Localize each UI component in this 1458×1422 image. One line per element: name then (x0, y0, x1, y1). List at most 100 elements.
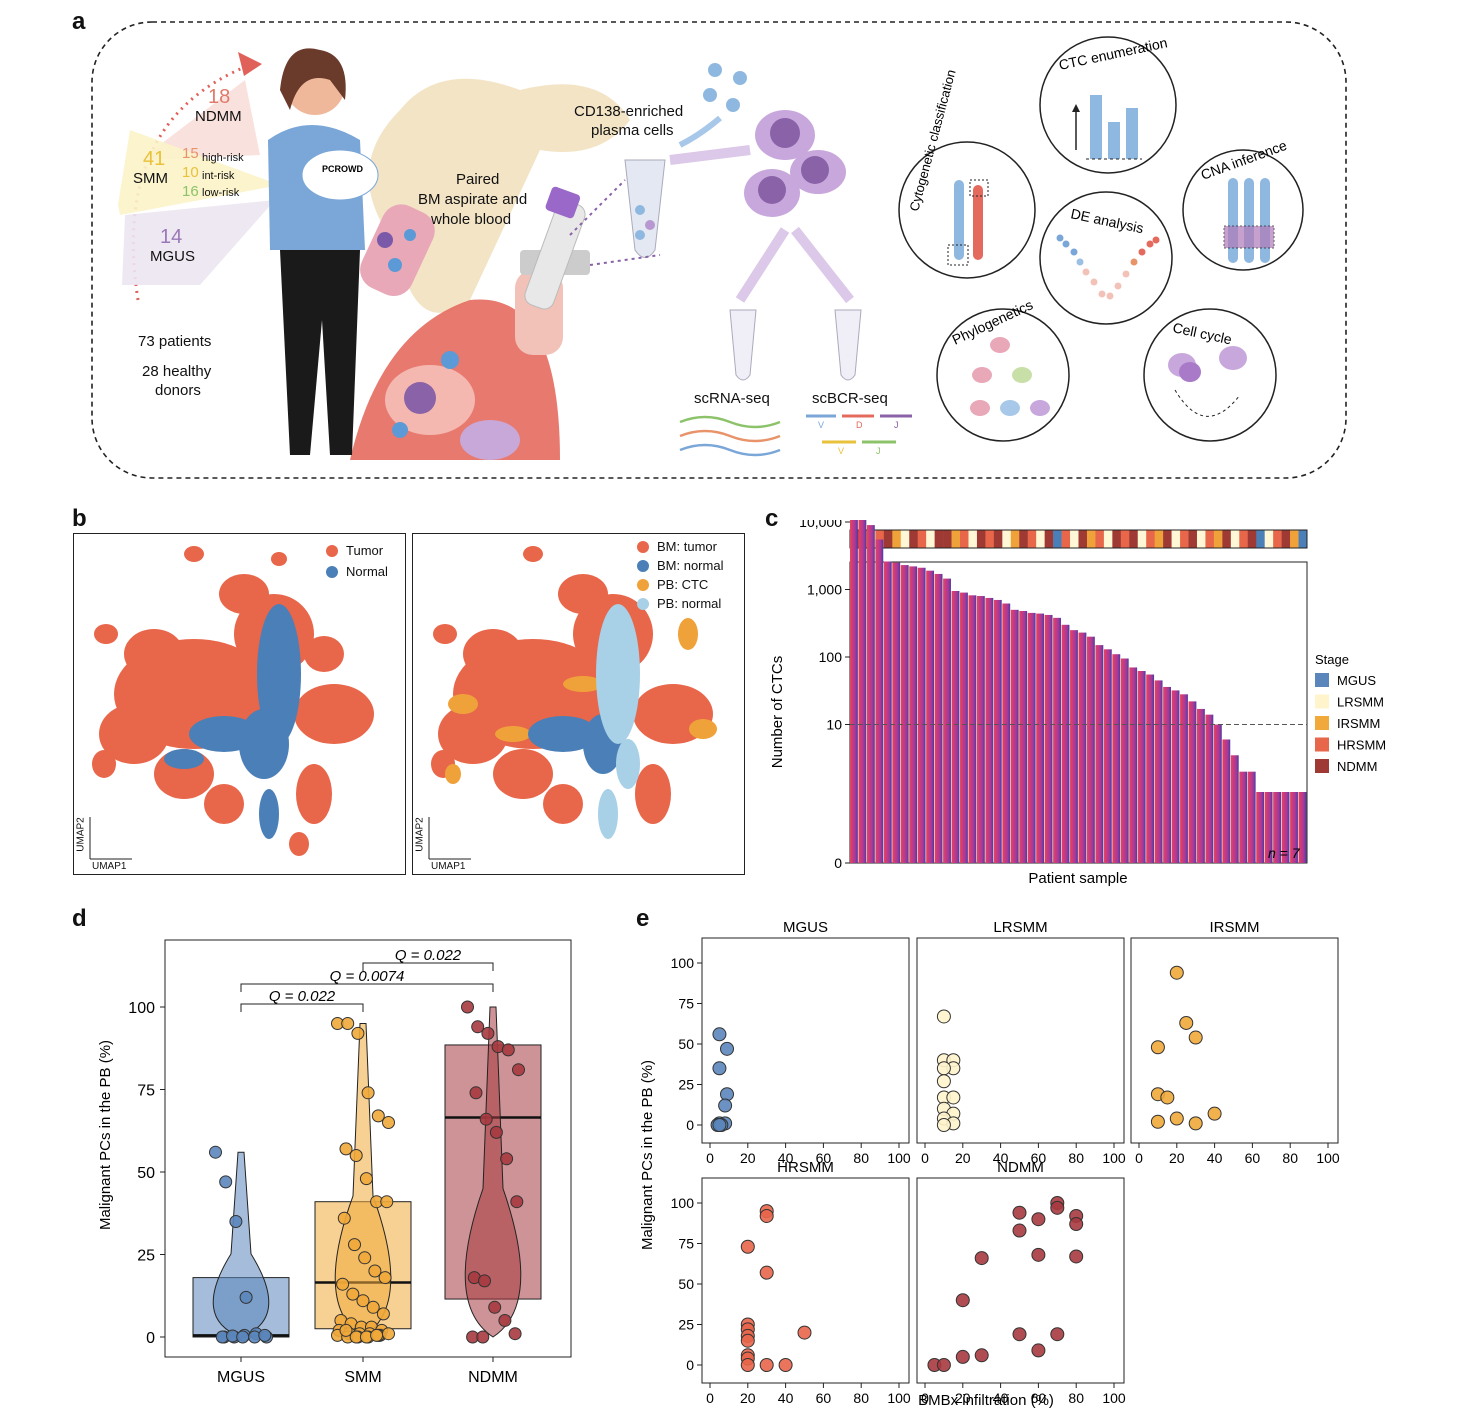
ctc-bar (1154, 680, 1163, 863)
d-point (376, 1307, 390, 1321)
e-x-tick-label: 20 (1169, 1150, 1185, 1166)
mgus-wedge (122, 200, 275, 285)
tube-2-cap (545, 186, 581, 219)
low-risk-count: 16 (182, 183, 199, 200)
e-x-tick-label: 0 (706, 1150, 714, 1166)
stage-bar-cell (951, 530, 961, 548)
cyto-box-1 (947, 244, 969, 266)
d-point (508, 1327, 522, 1341)
e-point (974, 1348, 989, 1363)
stage-bar-cell (1163, 530, 1172, 548)
stage-bar-cell (934, 530, 944, 548)
panel-a-border (91, 21, 1347, 479)
wave-green (679, 415, 781, 429)
e-point (718, 1098, 733, 1113)
stage-bar-cell (875, 530, 885, 548)
e-point (740, 1333, 755, 1348)
ctc-bar (1044, 614, 1053, 863)
d-point (501, 1043, 515, 1057)
e-x-tick-label: 0 (921, 1390, 929, 1406)
e-x-tick-label: 40 (993, 1150, 1009, 1166)
e-x-tick-label: 100 (1316, 1150, 1340, 1166)
vessel-cell-nucleus (404, 382, 436, 414)
umap1-label-right: UMAP1 (431, 861, 466, 872)
stage-bar-cell (892, 530, 902, 548)
ctc-bar (1247, 771, 1256, 863)
d-comparison-bracket (240, 983, 494, 992)
ctc-axis-arrow-icon (1072, 104, 1080, 112)
d-point (336, 1277, 350, 1291)
phylo-leaf-2 (1000, 400, 1020, 416)
ctc-bar (1171, 690, 1180, 863)
e-x-tick-label: 0 (1135, 1150, 1143, 1166)
d-point (500, 1152, 514, 1166)
stage-bar-cell (1171, 530, 1181, 548)
ctc-bar (850, 520, 858, 863)
d-point (498, 1314, 512, 1327)
d-point (341, 1017, 355, 1030)
wave-orange (679, 429, 781, 443)
e-point (1069, 1217, 1084, 1232)
e-point (740, 1239, 755, 1254)
ctc-bar (1002, 603, 1011, 863)
ctc-y-tick-label: 0 (834, 855, 842, 871)
stage-bar-cell (993, 530, 1003, 548)
e-x-tick-label: 80 (1068, 1150, 1084, 1166)
ctc-bar (909, 566, 918, 863)
e-point (1069, 1249, 1084, 1264)
e-point (1012, 1327, 1027, 1342)
d-point (366, 1300, 380, 1314)
ctc-enumeration-circle (1039, 36, 1177, 174)
d-comparison-label: Q = 0.0074 (330, 968, 405, 985)
stage-bar-cell (968, 530, 978, 548)
e-point (974, 1251, 989, 1266)
stage-bar-cell (1019, 530, 1029, 548)
low-risk-label: low-risk (202, 187, 240, 199)
d-point (209, 1145, 222, 1159)
d-point (488, 1300, 502, 1314)
e-point (936, 1061, 951, 1076)
de-analysis-circle (1039, 191, 1173, 325)
d-point (378, 1271, 392, 1285)
cell-cycle-circle (1143, 308, 1277, 442)
ndmm-count: 18 (208, 86, 231, 108)
stage-legend-swatch (1315, 694, 1329, 709)
paired-line3: whole blood (431, 211, 512, 228)
d-category-labels: MGUS SMM NDMM (217, 1357, 518, 1386)
person-hair (280, 48, 346, 110)
ctc-bar (1256, 792, 1265, 863)
d-point (339, 1142, 353, 1156)
ctc-bar (875, 539, 884, 863)
stage-legend-swatch (1315, 673, 1329, 687)
patients-count: 73 patients (138, 333, 212, 350)
e-x-tick-label: 100 (1102, 1390, 1126, 1406)
legend-label-bm-tumor: BM: tumor (657, 539, 717, 554)
legend-marker-tumor (326, 545, 338, 557)
cytogenetic-circle (898, 141, 1036, 279)
stage-bar-cell (985, 530, 995, 548)
e-point (1031, 1247, 1046, 1262)
stage-bar-cell (960, 530, 969, 548)
stage-bar-cell (1070, 530, 1079, 548)
person-legs (280, 250, 360, 455)
umap-right-frame: BM: tumor BM: normal PB: CTC PB: normal … (412, 533, 745, 875)
e-x-tick-label: 80 (1068, 1390, 1084, 1406)
e-facet-title: IRSMM (1210, 919, 1260, 936)
high-risk-label: high-risk (202, 152, 244, 164)
e-facet-title: MGUS (783, 919, 828, 936)
ctc-bar (1222, 739, 1231, 863)
stage-bar-cell (1281, 530, 1291, 548)
d-y-tick-label: 100 (128, 1000, 155, 1017)
arrow-split-right (791, 226, 854, 304)
ndmm-wedge (140, 80, 260, 160)
ctc-bar (926, 570, 935, 863)
plasma-cell-2-nucleus (801, 156, 829, 184)
e-y-tick-label: 75 (678, 996, 694, 1012)
stage-bar-cell (1095, 530, 1105, 548)
stage-bar-cell (1230, 530, 1240, 548)
e-x-tick-label: 80 (853, 1150, 869, 1166)
stage-bar-cell (900, 530, 910, 548)
ctc-bar (1205, 714, 1214, 863)
e-facet-frame (916, 1177, 1125, 1384)
